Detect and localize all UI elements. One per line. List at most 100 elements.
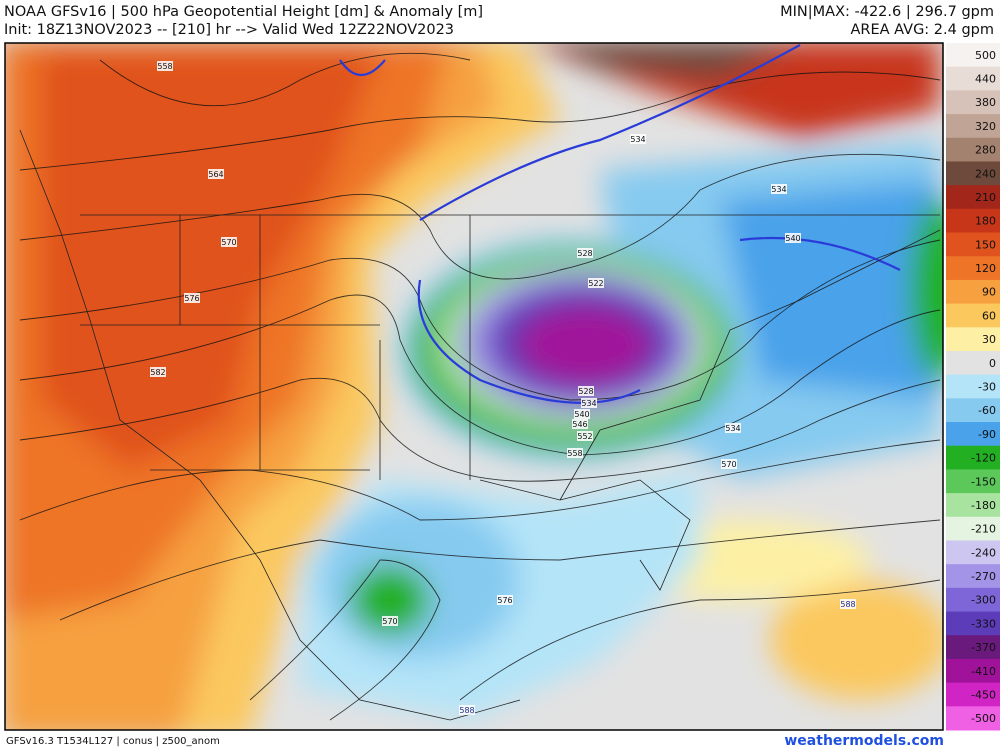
contour-label: 576 bbox=[184, 294, 199, 303]
contour-label-bg bbox=[577, 248, 593, 258]
contour-label: 570 bbox=[221, 238, 236, 247]
contour-label: 576 bbox=[497, 596, 512, 605]
colorbar-label: -450 bbox=[971, 688, 996, 701]
contour-label-bg bbox=[572, 419, 588, 429]
contour-label: 540 bbox=[785, 234, 800, 243]
colorbar-swatch bbox=[946, 350, 1000, 376]
colorbar-swatch bbox=[946, 493, 1000, 518]
contour-label: 546 bbox=[572, 420, 587, 429]
contour-label-bg bbox=[459, 705, 475, 715]
anomaly-field bbox=[5, 43, 943, 730]
contour-label-bg bbox=[574, 409, 590, 419]
colorbar-label: -150 bbox=[971, 475, 996, 488]
contour-labels: 5585645705765825345345405285225285345405… bbox=[150, 61, 856, 715]
contour-label-bg bbox=[221, 237, 237, 247]
colorbar-label: -330 bbox=[971, 617, 996, 630]
colorbar-label: 320 bbox=[975, 120, 996, 133]
init-line: Init: 18Z13NOV2023 -- [210] hr --> Valid… bbox=[4, 22, 455, 38]
contour-label-bg bbox=[578, 386, 594, 396]
colorbar-label: -500 bbox=[971, 712, 996, 725]
colorbar-label: 120 bbox=[975, 262, 996, 275]
colorbar-swatch bbox=[946, 540, 1000, 565]
colorbar-label: -370 bbox=[971, 641, 996, 654]
contour-label-bg bbox=[785, 233, 801, 243]
colorbar-label: -30 bbox=[978, 381, 996, 394]
colorbar-swatch bbox=[946, 398, 1000, 423]
contour-label: 528 bbox=[577, 249, 592, 258]
contour-label: 534 bbox=[581, 399, 596, 408]
colorbar-label: -210 bbox=[971, 523, 996, 536]
colorbar-label: 150 bbox=[975, 238, 996, 251]
contour-label: 534 bbox=[630, 135, 645, 144]
colorbar-swatch bbox=[946, 682, 1000, 707]
colorbar-swatch bbox=[946, 327, 1000, 352]
contour-label: 522 bbox=[588, 279, 603, 288]
colorbar-label: 180 bbox=[975, 215, 996, 228]
colorbar-swatch bbox=[946, 706, 1000, 731]
colorbar: 500 440 380 320 280 240 210 180 150 120 90 60 30 0 -30… bbox=[946, 43, 1000, 731]
colorbar-swatch bbox=[946, 185, 1000, 210]
colorbar-label: 240 bbox=[975, 167, 996, 180]
contour-label-bg bbox=[184, 293, 200, 303]
contour-label: 534 bbox=[725, 424, 740, 433]
contour-label: 558 bbox=[567, 449, 582, 458]
contour-label: 534 bbox=[771, 185, 786, 194]
footer-model: GFSv16.3 T1534L127 | conus | z500_anom bbox=[6, 736, 220, 747]
colorbar-swatch bbox=[946, 587, 1000, 613]
colorbar-swatch bbox=[946, 658, 1000, 684]
colorbar-label: 280 bbox=[975, 144, 996, 157]
title: NOAA GFSv16 | 500 hPa Geopotential Heigh… bbox=[4, 4, 484, 20]
minmax: MIN|MAX: -422.6 | 296.7 gpm bbox=[780, 4, 994, 20]
colorbar-swatch bbox=[946, 256, 1000, 281]
colorbar-label: 60 bbox=[982, 309, 996, 322]
colorbar-label: 90 bbox=[982, 286, 996, 299]
contour-label: 582 bbox=[150, 368, 165, 377]
contour-label-bg bbox=[630, 134, 646, 144]
contour-label-bg bbox=[840, 599, 856, 609]
contour-label-bg bbox=[581, 398, 597, 408]
colorbar-label: -90 bbox=[978, 428, 996, 441]
contour-label-bg bbox=[567, 448, 583, 458]
colorbar-swatch bbox=[946, 611, 1000, 636]
contour-label-bg bbox=[157, 61, 173, 71]
colorbar-label: 30 bbox=[982, 333, 996, 346]
contour-label-bg bbox=[721, 459, 737, 469]
colorbar-label: -120 bbox=[971, 452, 996, 465]
colorbar-swatch bbox=[946, 208, 1000, 234]
contour-label-bg bbox=[208, 169, 224, 179]
colorbar-label: -410 bbox=[971, 665, 996, 678]
blue-contours bbox=[339, 44, 901, 404]
colorbar-label: -270 bbox=[971, 570, 996, 583]
colorbar-label: -60 bbox=[978, 404, 996, 417]
contour-label-bg bbox=[150, 367, 166, 377]
contour-label: 552 bbox=[577, 432, 592, 441]
colorbar-swatch bbox=[946, 137, 1000, 162]
colorbar-swatch bbox=[946, 445, 1000, 470]
colorbar-swatch bbox=[946, 90, 1000, 115]
contour-label: 558 bbox=[157, 62, 172, 71]
contour-label: 528 bbox=[578, 387, 593, 396]
map-frame bbox=[4, 42, 944, 731]
footer-site: weathermodels.com bbox=[784, 733, 944, 749]
colorbar-label: -300 bbox=[971, 594, 996, 607]
boundaries bbox=[19, 129, 941, 721]
contour-label: 564 bbox=[208, 170, 223, 179]
contour-label: 588 bbox=[459, 706, 474, 715]
contour-label-bg bbox=[771, 184, 787, 194]
colorbar-swatch bbox=[946, 43, 1000, 68]
colorbar-swatch bbox=[946, 516, 1000, 541]
colorbar-swatch bbox=[946, 66, 1000, 91]
colorbar-swatch bbox=[946, 564, 1000, 589]
contour-label-bg bbox=[382, 616, 398, 626]
colorbar-label: 380 bbox=[975, 96, 996, 109]
colorbar-swatch bbox=[946, 374, 1000, 399]
colorbar-swatch bbox=[946, 161, 1000, 186]
colorbar-label: 0 bbox=[989, 357, 996, 370]
contour-label: 588 bbox=[840, 600, 855, 609]
colorbar-swatch bbox=[946, 422, 1000, 447]
contour-label-bg bbox=[588, 278, 604, 288]
colorbar-label: 500 bbox=[975, 49, 996, 62]
contour-label: 570 bbox=[382, 617, 397, 626]
